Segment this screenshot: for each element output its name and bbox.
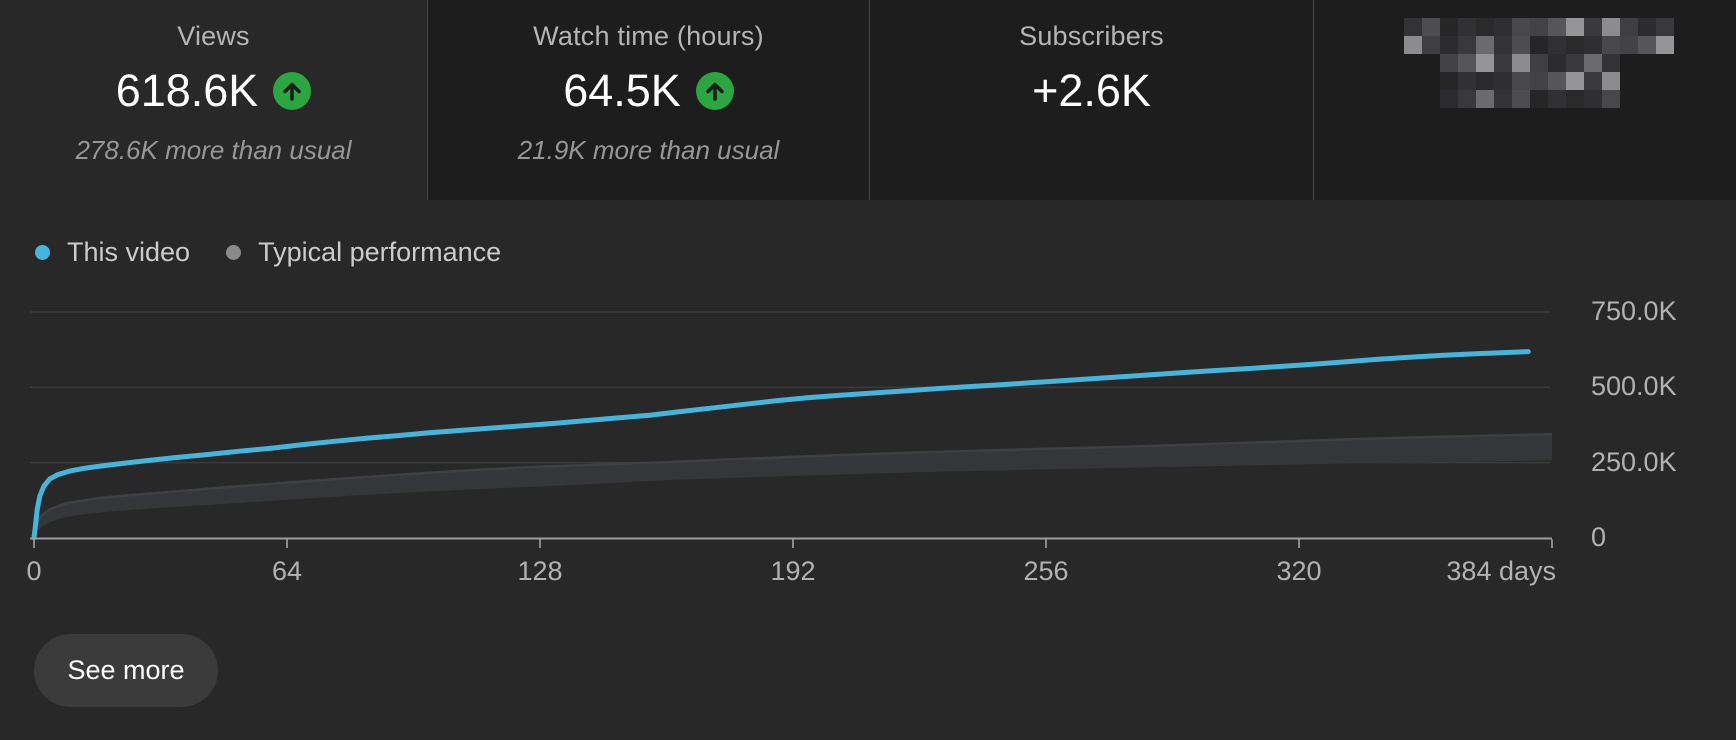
chart-legend: This video Typical performance [35, 237, 501, 268]
x-axis-label: 0 [26, 556, 42, 586]
tab-views-title: Views [177, 21, 250, 51]
y-axis-label: 250.0K [1591, 446, 1677, 477]
tab-watch-time[interactable]: Watch time (hours) 64.5K 21.9K more than… [427, 0, 869, 200]
typical-performance-band [34, 434, 1552, 538]
tab-watch-time-delta: 21.9K more than usual [517, 135, 780, 165]
legend-this-video: This video [35, 237, 190, 268]
redacted-pixel-block [1404, 18, 1674, 54]
watch-time-trend-up-icon [695, 72, 734, 110]
tab-watch-time-value: 64.5K [563, 65, 681, 116]
x-axis-label: 64 [271, 556, 303, 586]
y-axis-label: 0 [1591, 522, 1607, 552]
x-axis-label: 128 [517, 556, 563, 586]
views-trend-up-icon [273, 72, 312, 110]
tab-views-delta: 278.6K more than usual [75, 135, 352, 165]
legend-typical-performance: Typical performance [226, 237, 501, 268]
y-axis-label: 500.0K [1591, 371, 1677, 402]
this-video-dot-icon [35, 245, 50, 260]
y-axis-label: 750.0K [1591, 296, 1677, 326]
metric-tabs: Views 618.6K 278.6K more than usual Watc… [0, 0, 1736, 200]
tab-subscribers[interactable]: Subscribers +2.6K [869, 0, 1313, 200]
x-axis-label: 320 [1276, 556, 1322, 586]
legend-this-video-label: This video [67, 237, 191, 267]
x-axis-label: 384 days [1446, 556, 1556, 586]
tab-subscribers-value: +2.6K [1032, 65, 1151, 116]
x-axis-label: 192 [770, 556, 816, 586]
legend-typical-performance-label: Typical performance [258, 237, 502, 267]
redacted-pixel-block [1440, 54, 1620, 108]
tab-subscribers-title: Subscribers [1019, 21, 1164, 51]
tab-views[interactable]: Views 618.6K 278.6K more than usual [0, 0, 427, 200]
tab-views-value: 618.6K [115, 65, 259, 116]
x-axis-label: 256 [1023, 556, 1069, 586]
tab-watch-time-title: Watch time (hours) [533, 21, 764, 51]
typical-performance-band-edge [32, 433, 1553, 539]
typical-performance-dot-icon [226, 245, 242, 260]
see-more-button[interactable]: See more [34, 634, 218, 707]
this-video-line [31, 349, 1531, 541]
tab-redacted[interactable] [1313, 0, 1736, 200]
